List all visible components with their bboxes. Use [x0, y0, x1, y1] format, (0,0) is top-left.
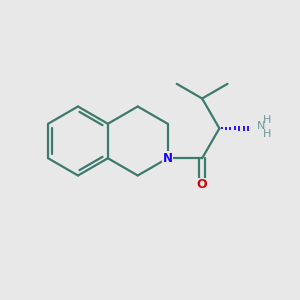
Text: H: H — [263, 115, 272, 125]
Text: O: O — [197, 178, 207, 191]
Text: H: H — [263, 129, 272, 139]
Text: N: N — [163, 152, 172, 165]
Text: N: N — [257, 121, 266, 131]
